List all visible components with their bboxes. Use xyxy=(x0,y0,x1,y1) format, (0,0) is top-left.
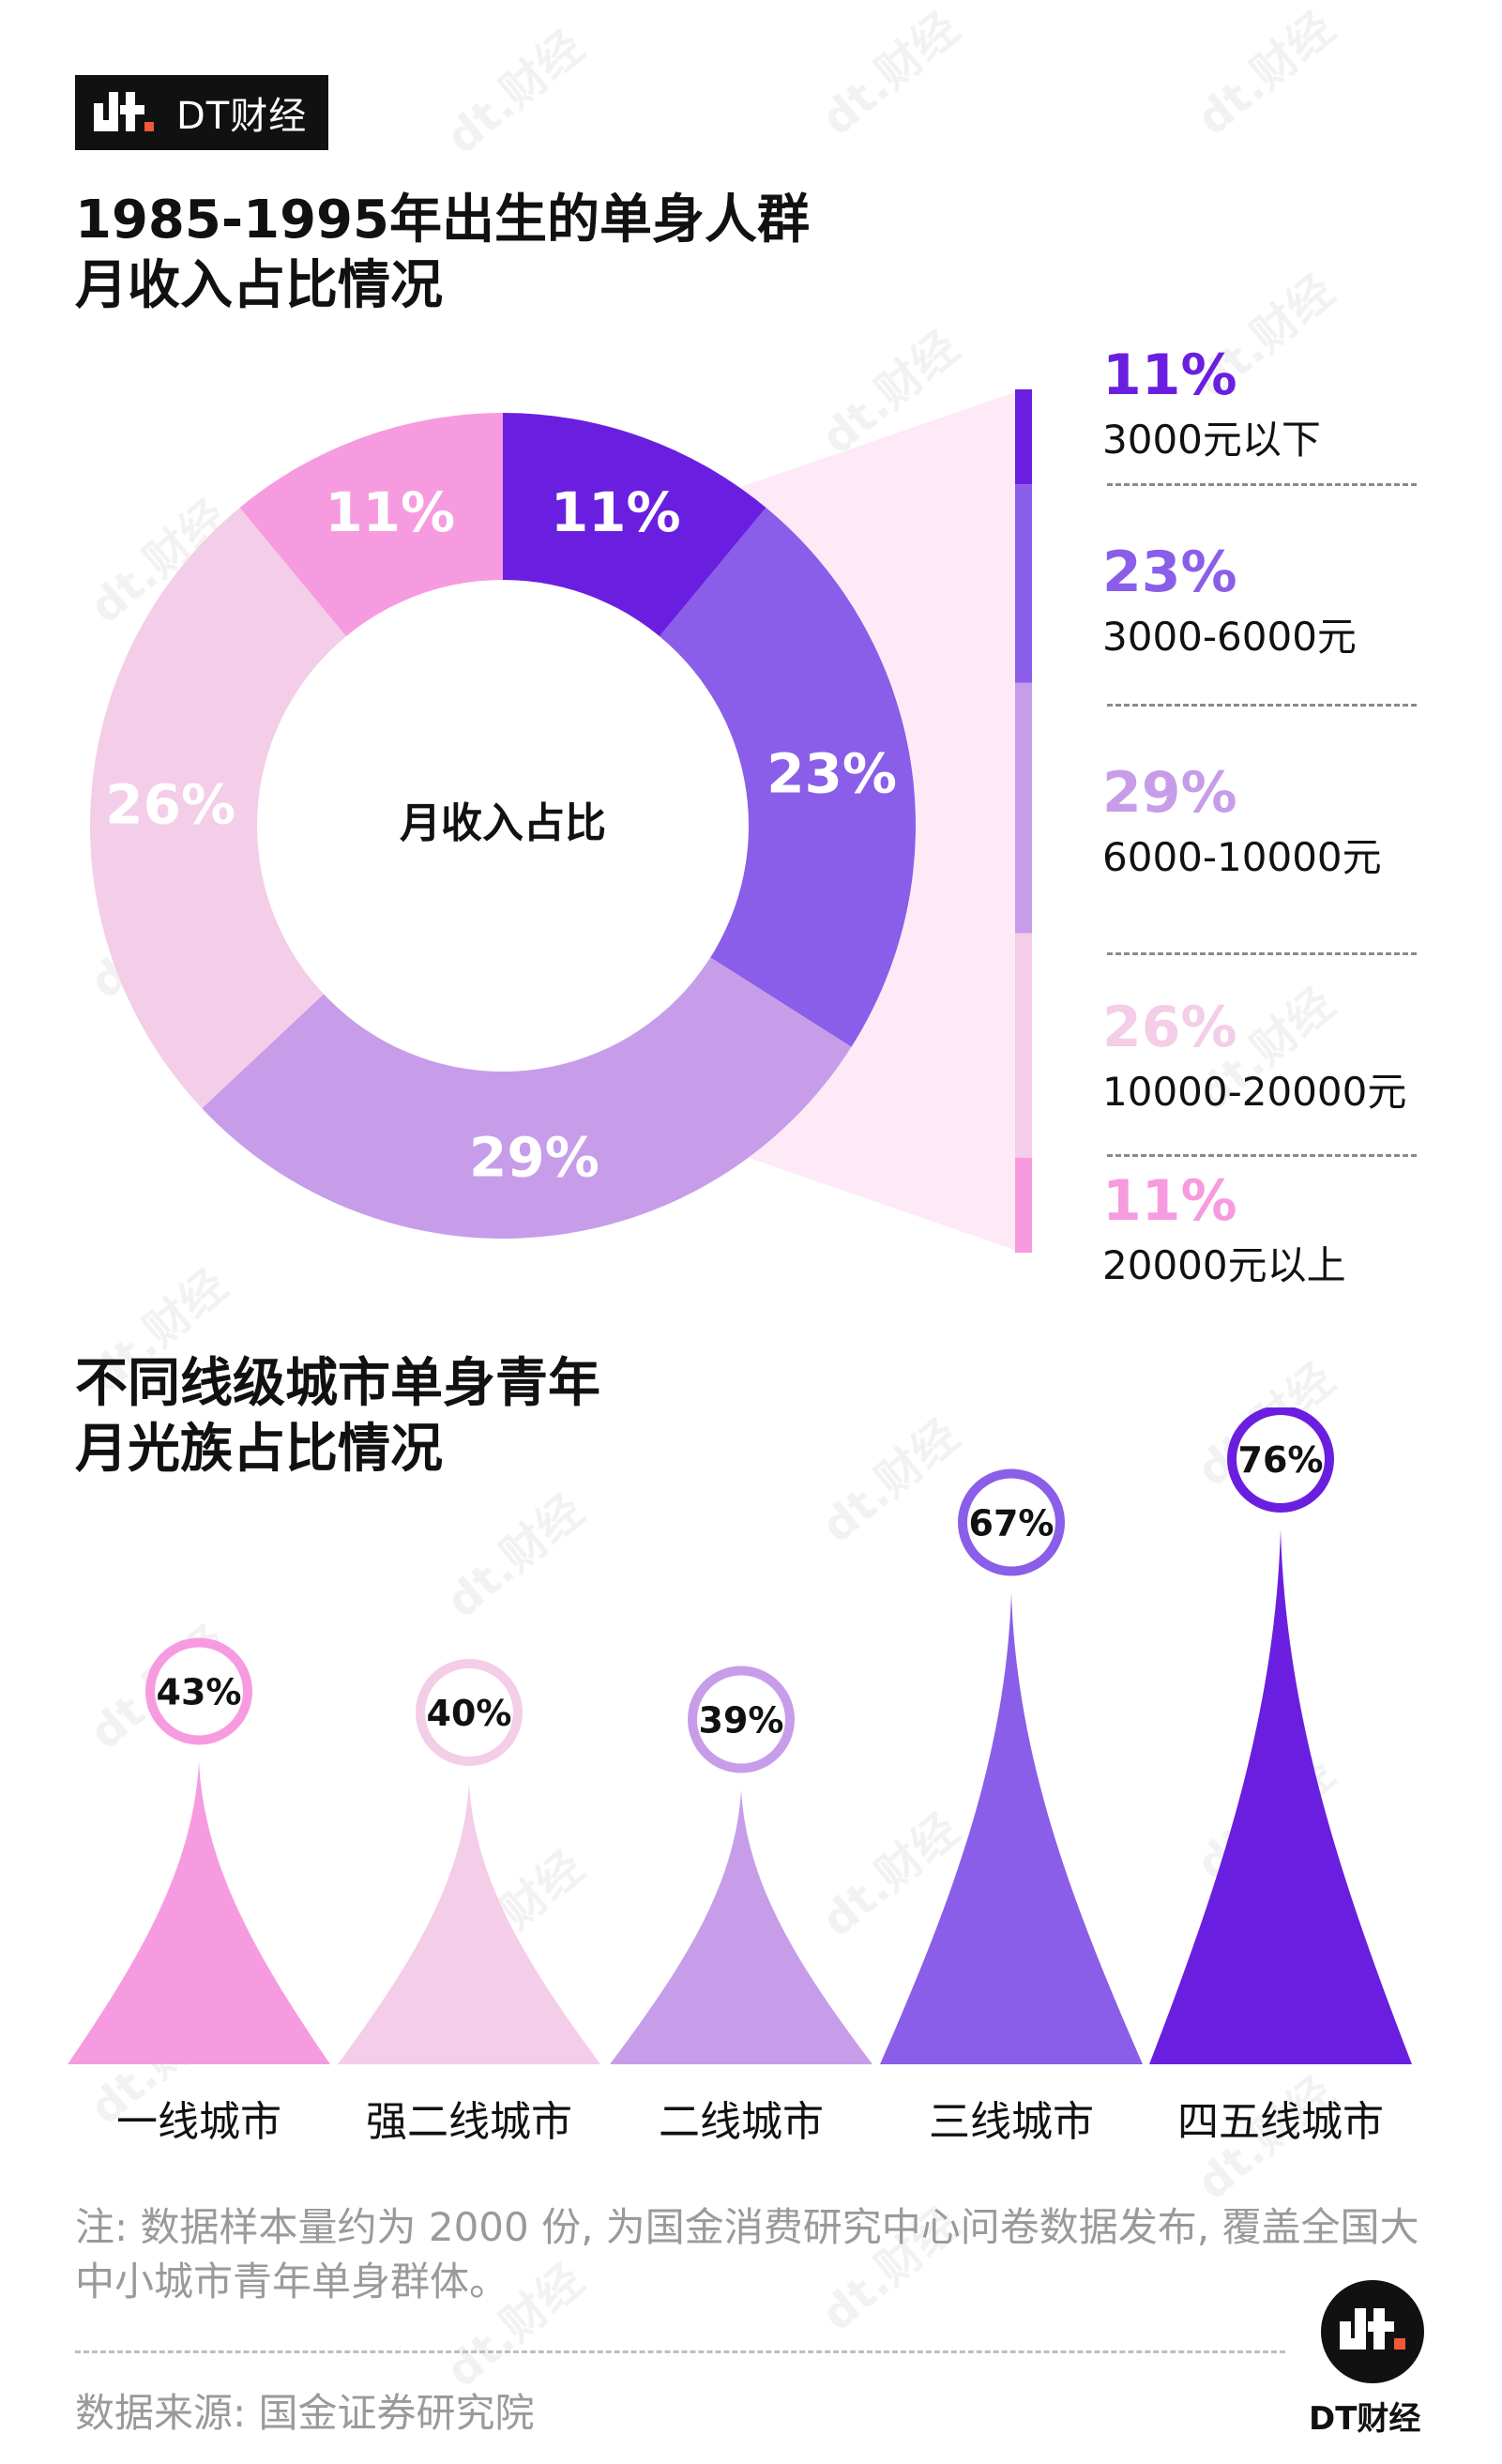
peak-chart: 43% 40% 39% 67% 76% xyxy=(68,1407,1412,2064)
value-label: 39% xyxy=(699,1700,784,1742)
chart1-title-line1: 1985-1995年出生的单身人群 xyxy=(75,190,810,251)
donut-center-label: 月收入占比 xyxy=(400,799,606,847)
category-label: 四五线城市 xyxy=(1177,2098,1384,2146)
chart1-title-line2: 月收入占比情况 xyxy=(75,255,443,316)
legend-label: 10000-20000元 xyxy=(1102,1069,1407,1115)
slice-value-label: 29% xyxy=(469,1125,599,1189)
slice-labels: 11% 23% 29% 26% 11% xyxy=(105,480,897,1189)
brand-logo: DT财经 xyxy=(75,75,328,150)
legend-value: 26% xyxy=(1102,995,1237,1060)
value-label: 40% xyxy=(427,1693,512,1734)
legend-swatch-2 xyxy=(1015,484,1032,683)
value-label: 67% xyxy=(969,1503,1054,1544)
legend-value: 11% xyxy=(1102,342,1237,408)
watermark-text: dt.财经 xyxy=(436,21,594,165)
legend-swatch-4 xyxy=(1015,933,1032,1158)
legend-divider xyxy=(1107,952,1417,955)
slice-value-label: 11% xyxy=(551,480,681,544)
value-bubble xyxy=(145,1637,252,1745)
legend-value: 23% xyxy=(1102,540,1237,605)
value-bubble xyxy=(1227,1407,1334,1513)
chart2-title-line2: 月光族占比情况 xyxy=(75,1419,443,1480)
dt-logo-icon xyxy=(1340,2308,1405,2350)
chart2-title-line1: 不同线级城市单身青年 xyxy=(75,1353,600,1414)
legend-color-bar xyxy=(1015,389,1032,1253)
slice-value-label: 26% xyxy=(105,773,235,837)
legend-value: 11% xyxy=(1102,1168,1237,1234)
legend-label: 6000-10000元 xyxy=(1102,834,1382,880)
donut-chart: 11% 23% 29% 26% 11% 月收入占比 xyxy=(89,389,1032,1253)
legend-item: 23% 3000-6000元 xyxy=(1102,540,1357,662)
watermark-text: dt.财经 xyxy=(1187,2,1344,146)
peak-mark xyxy=(880,1592,1143,2064)
category-label: 三线城市 xyxy=(929,2098,1094,2146)
footer-brand-name: DT财经 xyxy=(1309,2400,1421,2438)
peak-mark xyxy=(338,1783,600,2064)
value-bubble xyxy=(958,1468,1065,1576)
donut-hole xyxy=(257,580,749,1072)
legend-item: 29% 6000-10000元 xyxy=(1102,760,1382,883)
category-label: 二线城市 xyxy=(659,2098,824,2146)
legend-value: 29% xyxy=(1102,760,1237,826)
watermark-text: dt.财经 xyxy=(812,2,969,146)
legend-item: 11% 20000元以上 xyxy=(1102,1168,1346,1291)
legend-label: 20000元以上 xyxy=(1102,1242,1346,1288)
peak-mark xyxy=(610,1789,872,2064)
value-label: 43% xyxy=(157,1672,242,1713)
footnote: 注: 数据样本量约为 2000 份, 为国金消费研究中心问卷数据发布, 覆盖全国… xyxy=(75,2204,1419,2304)
legend-swatch-5 xyxy=(1015,1157,1032,1253)
peak-mark xyxy=(68,1761,330,2064)
legend-item: 11% 3000元以下 xyxy=(1102,342,1321,465)
peak-mark xyxy=(1149,1529,1412,2064)
legend-label: 3000-6000元 xyxy=(1102,614,1357,660)
footer-divider xyxy=(75,2350,1285,2353)
chart2-title: 不同线级城市单身青年 月光族占比情况 xyxy=(75,1351,600,1483)
legend-divider xyxy=(1107,704,1417,707)
legend-swatch-1 xyxy=(1015,389,1032,485)
chart1-title: 1985-1995年出生的单身人群 月收入占比情况 xyxy=(75,188,810,319)
value-label: 76% xyxy=(1238,1439,1324,1481)
dt-logo-icon xyxy=(94,92,154,131)
legend-divider xyxy=(1107,483,1417,486)
slice-value-label: 11% xyxy=(325,480,455,544)
data-source: 数据来源: 国金证券研究院 xyxy=(75,2390,535,2436)
legend-swatch-3 xyxy=(1015,682,1032,934)
legend-item: 26% 10000-20000元 xyxy=(1102,995,1406,1118)
legend-label: 3000元以下 xyxy=(1102,417,1321,463)
peaks: 43% 40% 39% 67% 76% xyxy=(68,1407,1412,2064)
category-label: 强二线城市 xyxy=(366,2098,572,2146)
value-bubble xyxy=(416,1659,523,1766)
category-label: 一线城市 xyxy=(116,2098,281,2146)
footer-logo xyxy=(1321,2280,1424,2383)
value-bubble xyxy=(688,1665,795,1773)
slice-value-label: 23% xyxy=(766,741,897,805)
brand-name: DT财经 xyxy=(176,95,308,138)
legend-divider xyxy=(1107,1154,1417,1157)
